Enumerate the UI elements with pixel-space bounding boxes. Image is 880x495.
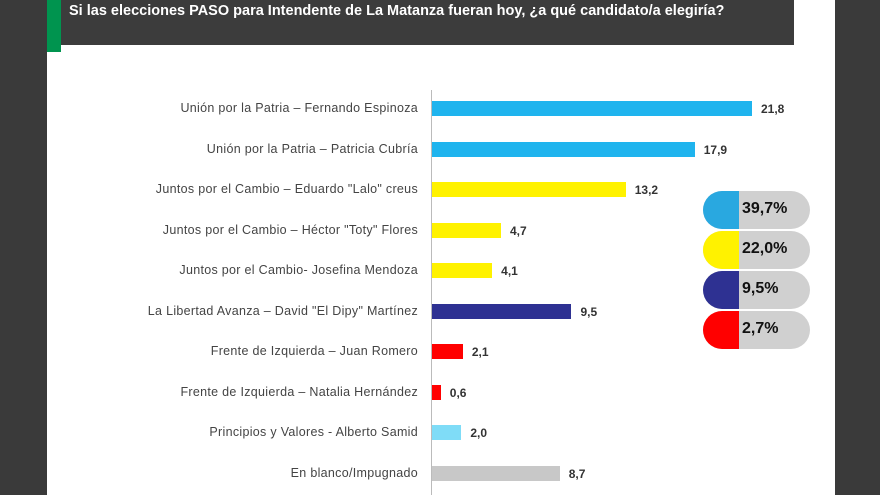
- value-label: 17,9: [703, 142, 728, 157]
- category-label: Unión por la Patria – Patricia Cubría: [206, 141, 418, 156]
- bar: [432, 182, 626, 197]
- bar: [432, 141, 695, 157]
- category-label: Juntos por el Cambio- Josefina Mendoza: [179, 263, 418, 277]
- total-pill: 22,0%: [703, 231, 810, 269]
- category-label: La Libertad Avanza – David "El Dipy" Mar…: [147, 303, 418, 318]
- bar: [432, 384, 441, 400]
- total-pill: 39,7%: [703, 191, 810, 229]
- total-percentage: 2,7%: [742, 320, 779, 337]
- accent-stripe: [47, 0, 61, 52]
- value-label: 9,5: [580, 304, 598, 319]
- bar: [432, 425, 462, 440]
- value-label: 0,6: [449, 385, 467, 400]
- value-label: 8,7: [568, 466, 586, 481]
- value-label: 4,1: [501, 264, 518, 278]
- bar: [432, 263, 493, 278]
- bar: [432, 101, 752, 116]
- total-percentage: 39,7%: [742, 200, 788, 217]
- value-label: 21,8: [761, 102, 785, 116]
- total-percentage: 22,0%: [742, 240, 788, 257]
- chart-title: Si las elecciones PASO para Intendente d…: [61, 0, 794, 45]
- total-pill: 9,5%: [703, 271, 810, 309]
- category-label: Juntos por el Cambio – Héctor "Toty" Flo…: [162, 222, 418, 237]
- category-label: Principios y Valores - Alberto Samid: [209, 425, 418, 439]
- color-swatch: [703, 271, 739, 309]
- value-label: 13,2: [634, 183, 659, 197]
- total-pill: 2,7%: [703, 311, 810, 349]
- bar: [432, 344, 463, 359]
- category-label: Frente de Izquierda – Juan Romero: [210, 344, 418, 358]
- color-swatch: [703, 231, 739, 269]
- color-swatch: [703, 191, 739, 229]
- value-label: 2,0: [470, 426, 488, 440]
- category-label: Juntos por el Cambio – Eduardo "Lalo" cr…: [155, 182, 418, 196]
- category-label: Unión por la Patria – Fernando Espinoza: [180, 101, 418, 115]
- category-label: En blanco/Impugnado: [290, 465, 418, 480]
- value-label: 2,1: [471, 345, 489, 359]
- value-label: 4,7: [509, 223, 527, 238]
- bar: [432, 465, 560, 481]
- bar: [432, 303, 572, 319]
- category-label: Frente de Izquierda – Natalia Hernández: [180, 384, 418, 399]
- bar: [432, 222, 501, 238]
- color-swatch: [703, 311, 739, 349]
- y-axis-line: [431, 90, 432, 495]
- total-percentage: 9,5%: [742, 280, 779, 297]
